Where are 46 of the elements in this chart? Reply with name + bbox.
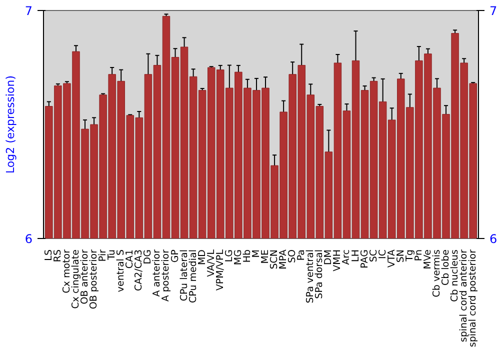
x-tick-label: MD	[196, 249, 208, 266]
y-axis-title: Log2 (expression)	[4, 75, 17, 174]
x-tick-label: CA1	[124, 249, 136, 269]
y2-tick-label: 6	[490, 232, 498, 246]
x-tick-label: SO	[287, 249, 298, 264]
x-tick-label: ventral S	[116, 249, 127, 292]
x-tick-label: VPM/VPL	[214, 248, 226, 291]
x-tick-label: Arc	[341, 249, 352, 265]
x-tick-label: CPu lateral	[178, 249, 190, 302]
x-tick-label: A posterior	[160, 249, 172, 302]
x-tick-label: spinal cord posterior	[468, 249, 479, 348]
x-tick-label: SCN	[269, 249, 280, 270]
x-tick-label: SPa dorsal	[314, 249, 326, 299]
x-tick-label: SN	[395, 249, 406, 263]
x-tick-label: DM	[323, 249, 334, 266]
x-tick-label: PAG	[359, 249, 370, 268]
x-tick-label: LH	[350, 250, 362, 262]
x-tick-label: LG	[224, 250, 235, 262]
x-tick-label: Pa	[296, 250, 308, 261]
x-tick-label: CA2/CA3	[134, 249, 145, 292]
x-tick-label: Cb lobe	[440, 249, 452, 286]
x-tick-label: MG	[232, 249, 244, 266]
y2-tick-label: 7	[490, 4, 498, 18]
x-tick-label: RS	[52, 249, 64, 262]
x-tick-label: ME	[260, 249, 272, 264]
x-tick-label: VMH	[332, 249, 344, 272]
x-tick-label: Cb vermis	[431, 249, 442, 298]
x-tick-label: GP	[170, 249, 181, 263]
x-tick-label: DG	[142, 249, 154, 264]
x-tick-label: Tu	[106, 249, 118, 261]
x-tick-label: Pn	[413, 249, 424, 262]
x-tick-label: MVe	[422, 249, 434, 270]
x-tick-label: VA/VL	[206, 248, 217, 277]
x-tick-label: SC	[368, 249, 380, 262]
x-tick-label: Tg	[404, 249, 416, 262]
x-tick-label: LS	[43, 249, 54, 261]
x-tick-label: Hb	[242, 249, 253, 263]
x-tick-label: VTA	[386, 249, 398, 268]
x-tick-label: M	[250, 249, 262, 258]
x-tick-label: CPu medial	[188, 249, 199, 303]
x-tick-label: Pir	[98, 249, 109, 262]
x-tick-label: OB posterior	[88, 249, 100, 310]
x-tick-label: IC	[377, 249, 388, 259]
x-tick-label: MPA	[278, 249, 290, 270]
x-tick-label: Cx cingulate	[70, 249, 82, 309]
x-tick-label: Cx motor	[61, 249, 72, 294]
